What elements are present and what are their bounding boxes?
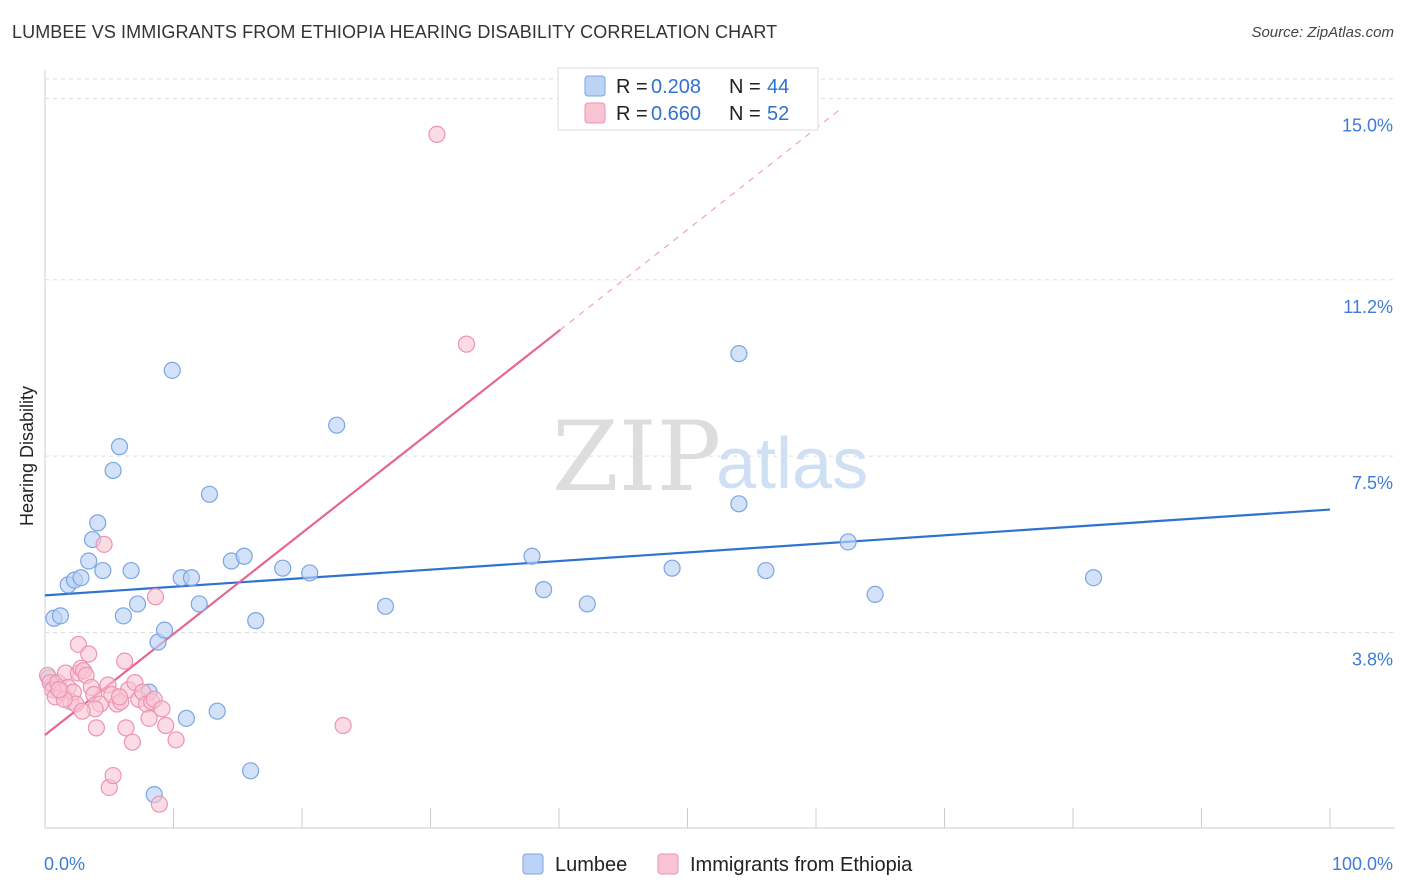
ethiopia-r-value: 0.660 (651, 103, 701, 125)
y-tick-label-0: 3.8% (1352, 650, 1393, 670)
legend-lumbee-swatch (522, 853, 544, 875)
ethiopia-point-21 (95, 535, 113, 553)
ethiopia-point-49 (334, 716, 352, 735)
legend-lumbee-label: Lumbee (555, 854, 627, 876)
ethiopia-point-16 (80, 645, 98, 663)
y-tick-label-2: 11.2% (1343, 297, 1393, 317)
ethiopia-points (38, 125, 476, 813)
lumbee-point-40 (730, 495, 748, 513)
lumbee-point-19 (155, 621, 174, 639)
ethiopia-point-42 (167, 731, 185, 749)
ethiopia-trend-line (44, 328, 561, 736)
series-legend: Lumbee Immigrants from Ethiopia (522, 853, 913, 876)
ethiopia-point-40 (153, 700, 171, 718)
lumbee-point-44 (1084, 569, 1103, 587)
lumbee-n-label: N = (729, 76, 761, 98)
y-axis-label: Hearing Disability (17, 386, 37, 526)
lumbee-point-29 (242, 762, 260, 780)
lumbee-point-7 (80, 552, 98, 570)
lumbee-point-9 (89, 514, 107, 532)
ethiopia-point-47 (73, 702, 91, 720)
lumbee-point-13 (114, 607, 132, 625)
ethiopia-point-35 (140, 709, 158, 727)
lumbee-trend-line (44, 508, 1331, 597)
chart-title: LUMBEE VS IMMIGRANTS FROM ETHIOPIA HEARI… (12, 22, 778, 42)
lumbee-point-20 (163, 361, 181, 379)
lumbee-point-28 (235, 547, 253, 565)
lumbee-point-31 (274, 559, 292, 577)
ethiopia-point-50 (457, 335, 476, 353)
watermark-atlas: atlas (716, 424, 868, 504)
lumbee-point-36 (534, 581, 553, 599)
ethiopia-point-19 (87, 719, 106, 737)
lumbee-point-26 (208, 702, 226, 720)
lumbee-point-23 (182, 569, 201, 587)
x-tick-label-0: 0.0% (44, 854, 85, 874)
lumbee-point-25 (200, 485, 219, 503)
ethiopia-r-label: R = (616, 103, 648, 125)
lumbee-r-label: R = (616, 76, 648, 98)
lumbee-point-37 (578, 595, 596, 613)
x-axis-ticks (173, 808, 1331, 828)
watermark: ZIP atlas (552, 401, 868, 513)
ethiopia-point-51 (428, 125, 446, 143)
legend-ethiopia-label: Immigrants from Ethiopia (690, 854, 913, 876)
lumbee-point-12 (110, 438, 129, 456)
ethiopia-point-30 (123, 733, 141, 751)
source-credit: Source: ZipAtlas.com (1251, 24, 1394, 41)
ethiopia-point-41 (157, 716, 175, 735)
ethiopia-point-25 (104, 766, 122, 785)
y-axis-tick-labels: 3.8% 7.5% 11.2% 15.0% (1342, 116, 1393, 670)
lumbee-point-14 (122, 561, 140, 580)
lumbee-point-32 (301, 564, 319, 582)
watermark-zip: ZIP (552, 401, 721, 513)
lumbee-swatch (584, 75, 606, 97)
ethiopia-point-39 (150, 795, 168, 813)
lumbee-point-35 (523, 547, 541, 565)
lumbee-point-43 (866, 585, 884, 604)
lumbee-point-42 (839, 533, 857, 551)
ethiopia-point-48 (50, 681, 68, 699)
stats-legend: R = 0.208 N = 44 R = 0.660 N = 52 (557, 67, 819, 131)
lumbee-point-33 (328, 416, 346, 434)
trend-lines (44, 107, 1331, 736)
ethiopia-n-value: 52 (767, 103, 789, 125)
ethiopia-swatch (584, 102, 606, 124)
ethiopia-point-43 (117, 719, 135, 737)
lumbee-point-30 (247, 612, 265, 630)
lumbee-point-15 (128, 595, 147, 613)
lumbee-point-41 (757, 561, 775, 580)
lumbee-r-value: 0.208 (651, 76, 701, 98)
lumbee-point-34 (376, 597, 395, 615)
lumbee-n-value: 44 (767, 76, 789, 98)
lumbee-point-39 (730, 345, 748, 363)
lumbee-point-3 (51, 607, 70, 625)
ethiopia-point-38 (146, 588, 165, 606)
ethiopia-point-44 (110, 688, 129, 706)
ethiopia-trend-extension (559, 107, 843, 331)
legend-ethiopia-swatch (657, 853, 679, 875)
lumbee-point-24 (190, 595, 208, 613)
lumbee-point-22 (177, 709, 195, 727)
y-tick-label-1: 7.5% (1352, 473, 1393, 493)
lumbee-point-6 (72, 569, 90, 587)
lumbee-point-10 (94, 561, 112, 580)
lumbee-point-38 (663, 559, 681, 577)
ethiopia-point-28 (116, 652, 134, 670)
x-tick-label-100: 100.0% (1332, 854, 1393, 874)
y-tick-label-3: 15.0% (1342, 116, 1393, 136)
lumbee-point-11 (104, 461, 122, 480)
ethiopia-n-label: N = (729, 103, 761, 125)
